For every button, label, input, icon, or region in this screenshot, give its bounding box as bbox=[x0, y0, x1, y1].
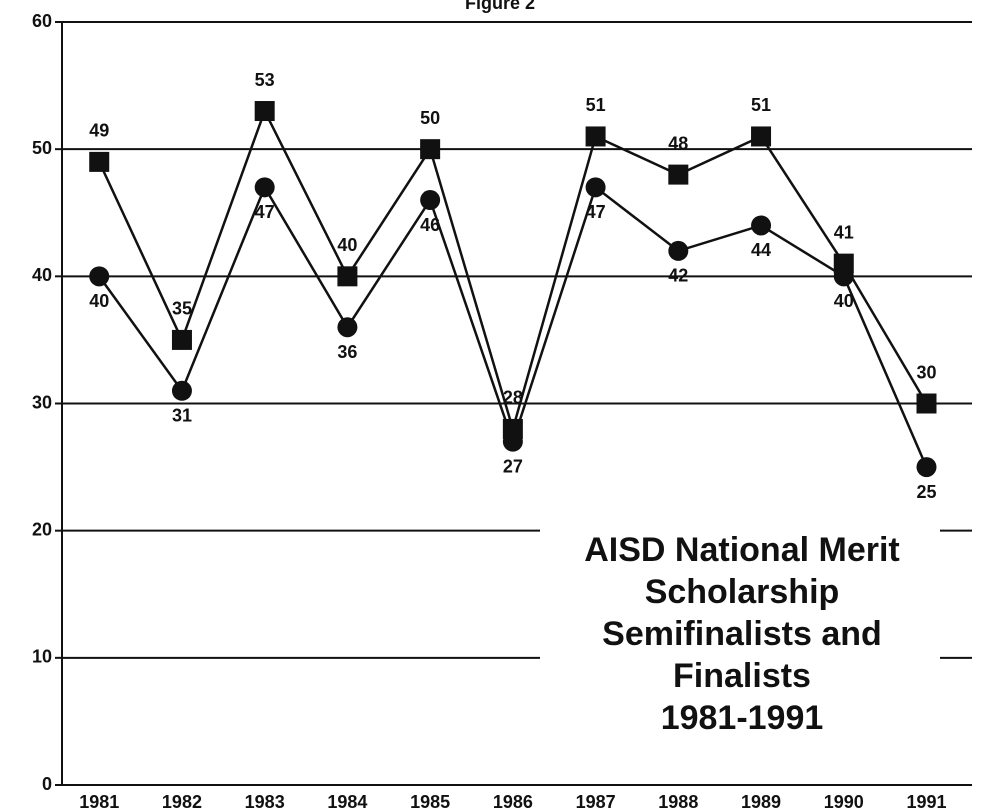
annotation: AISD National Merit bbox=[584, 531, 899, 569]
y-tick-label: 20 bbox=[32, 519, 52, 539]
marker bbox=[833, 266, 854, 287]
marker bbox=[585, 177, 606, 198]
marker bbox=[254, 101, 275, 122]
series-line bbox=[98, 107, 928, 434]
data-label: 40 bbox=[337, 235, 357, 255]
data-label: 40 bbox=[89, 291, 109, 311]
marker bbox=[916, 457, 937, 478]
data-label: 25 bbox=[916, 482, 936, 502]
annotation: 1981-1991 bbox=[661, 699, 824, 737]
data-label: 46 bbox=[420, 215, 440, 235]
x-tick-label: 1983 bbox=[245, 792, 285, 812]
marker bbox=[668, 240, 689, 261]
marker bbox=[420, 139, 441, 160]
x-tick-label: 1984 bbox=[327, 792, 367, 812]
y-tick-label: 50 bbox=[32, 138, 52, 158]
data-label: 30 bbox=[916, 362, 936, 382]
x-tick-label: 1981 bbox=[79, 792, 119, 812]
y-tick-label: 40 bbox=[32, 265, 52, 285]
data-label: 44 bbox=[751, 240, 771, 260]
y-tick-label: 0 bbox=[42, 774, 52, 794]
x-tick-label: 1988 bbox=[658, 792, 698, 812]
y-tick-label: 10 bbox=[32, 647, 52, 667]
marker bbox=[171, 380, 192, 401]
marker bbox=[89, 266, 110, 287]
x-tick-label: 1985 bbox=[410, 792, 450, 812]
data-label: 40 bbox=[834, 291, 854, 311]
data-label: 31 bbox=[172, 406, 192, 426]
data-label: 42 bbox=[668, 266, 688, 286]
data-label: 28 bbox=[503, 388, 523, 408]
x-tick-label: 1989 bbox=[741, 792, 781, 812]
marker bbox=[668, 164, 689, 185]
marker bbox=[337, 266, 358, 287]
y-tick-label: 30 bbox=[32, 392, 52, 412]
marker bbox=[751, 215, 772, 236]
chart-title: Figure 2 bbox=[465, 0, 535, 13]
data-label: 47 bbox=[255, 202, 275, 222]
x-tick-label: 1991 bbox=[906, 792, 946, 812]
marker bbox=[585, 126, 606, 147]
marker bbox=[916, 393, 937, 414]
data-label: 51 bbox=[751, 95, 771, 115]
marker bbox=[502, 431, 523, 452]
marker bbox=[751, 126, 772, 147]
data-label: 27 bbox=[503, 456, 523, 476]
data-label: 47 bbox=[586, 202, 606, 222]
data-label: 51 bbox=[586, 95, 606, 115]
data-label: 49 bbox=[89, 121, 109, 141]
x-tick-label: 1990 bbox=[824, 792, 864, 812]
marker bbox=[171, 329, 192, 350]
marker bbox=[254, 177, 275, 198]
x-tick-label: 1982 bbox=[162, 792, 202, 812]
data-label: 48 bbox=[668, 133, 688, 153]
annotation: Semifinalists and bbox=[602, 615, 882, 653]
data-label: 41 bbox=[834, 222, 854, 242]
annotation-bg bbox=[540, 525, 940, 765]
annotation: Scholarship bbox=[645, 573, 840, 611]
annotation: Finalists bbox=[673, 657, 811, 695]
data-label: 53 bbox=[255, 70, 275, 90]
x-tick-label: 1987 bbox=[576, 792, 616, 812]
marker bbox=[337, 317, 358, 338]
data-label: 35 bbox=[172, 299, 192, 319]
x-tick-label: 1986 bbox=[493, 792, 533, 812]
marker bbox=[89, 151, 110, 172]
data-label: 36 bbox=[337, 342, 357, 362]
y-tick-label: 60 bbox=[32, 11, 52, 31]
marker bbox=[420, 190, 441, 211]
data-label: 50 bbox=[420, 108, 440, 128]
